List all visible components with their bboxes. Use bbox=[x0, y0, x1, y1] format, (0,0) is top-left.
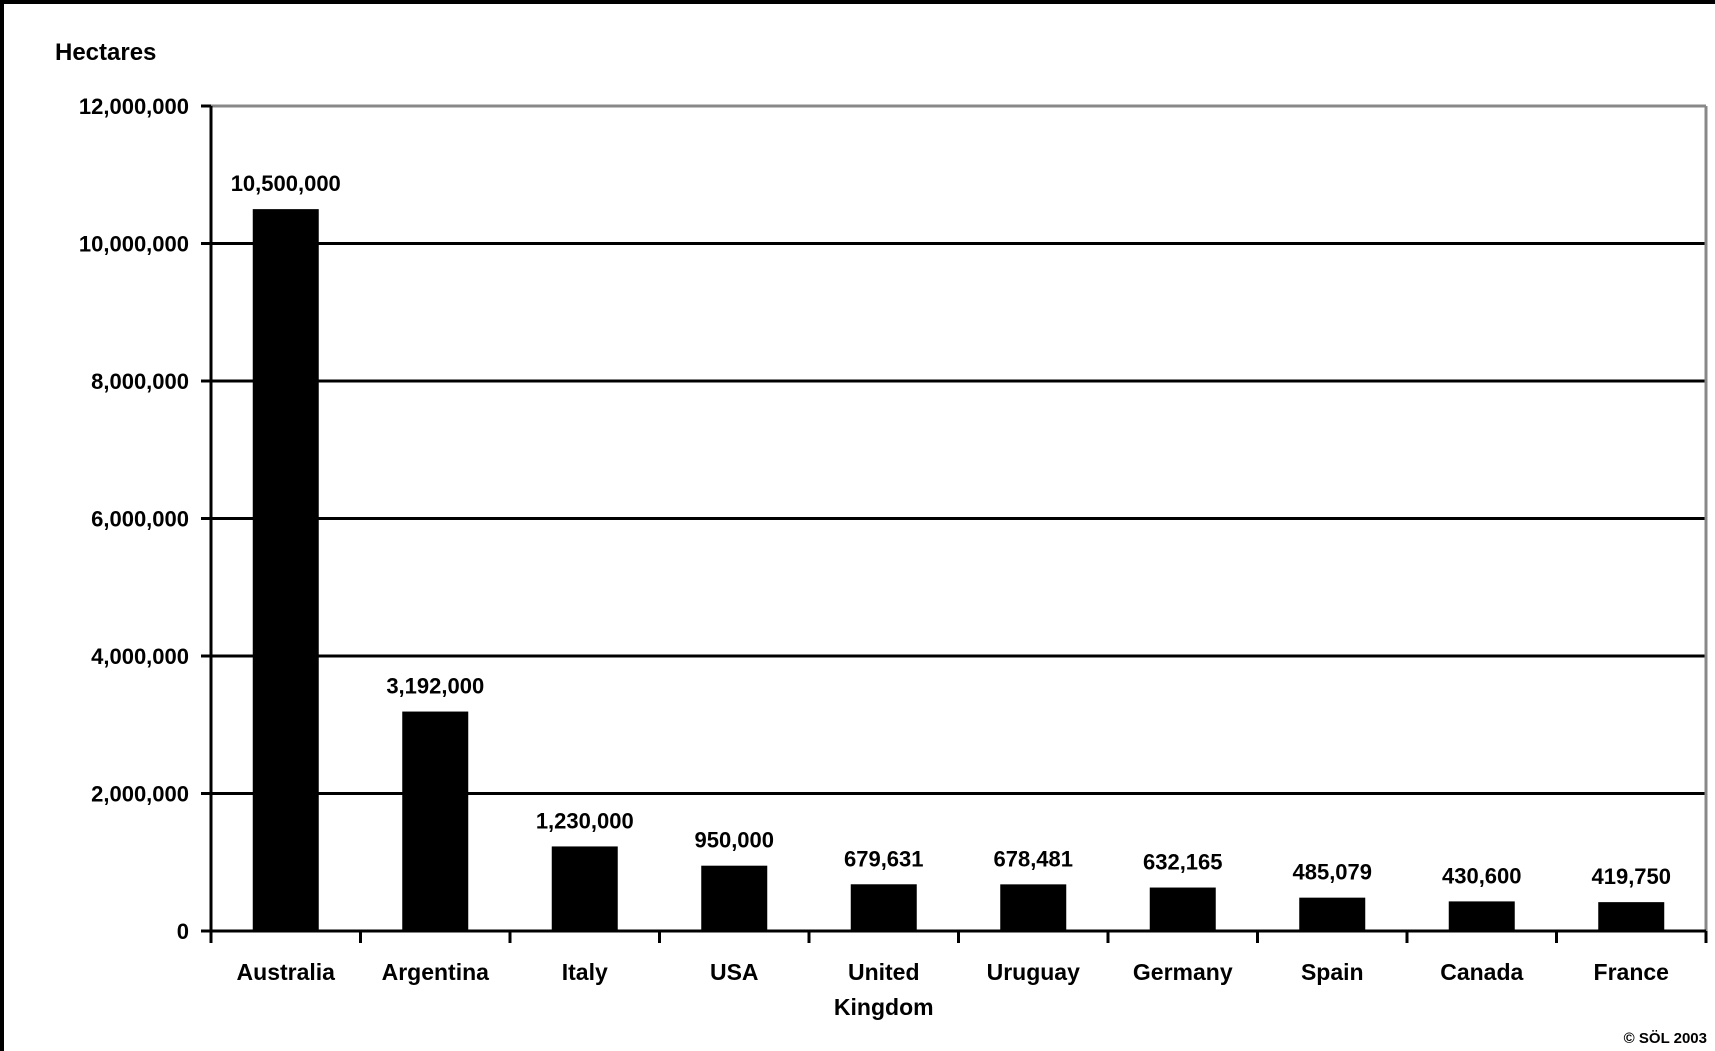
y-tick-label: 8,000,000 bbox=[91, 369, 189, 394]
data-label: 632,165 bbox=[1143, 850, 1223, 875]
data-label: 678,481 bbox=[993, 846, 1073, 871]
x-tick-label: Italy bbox=[562, 959, 608, 985]
gridlines bbox=[211, 244, 1706, 794]
data-label: 485,079 bbox=[1292, 860, 1372, 885]
x-tick-label: Australia bbox=[237, 959, 336, 985]
x-tick-label: Germany bbox=[1133, 959, 1233, 985]
bar bbox=[253, 209, 319, 931]
bar bbox=[701, 866, 767, 931]
data-label: 3,192,000 bbox=[386, 674, 484, 699]
bar bbox=[1598, 902, 1664, 931]
y-tick-label: 6,000,000 bbox=[91, 507, 189, 532]
y-tick-label: 12,000,000 bbox=[79, 94, 189, 119]
data-label: 679,631 bbox=[844, 846, 924, 871]
x-axis-ticks: Australia Argentina Italy USA United Kingdom U… bbox=[211, 931, 1706, 1020]
y-axis-title: Hectares bbox=[55, 39, 156, 66]
x-tick-label: Argentina bbox=[382, 959, 490, 985]
data-label: 430,600 bbox=[1442, 863, 1522, 888]
bar bbox=[1449, 901, 1515, 931]
data-label: 950,000 bbox=[694, 828, 774, 853]
bar bbox=[552, 846, 618, 931]
x-tick-label: USA bbox=[710, 959, 759, 985]
y-tick-label: 4,000,000 bbox=[91, 644, 189, 669]
data-label: 10,500,000 bbox=[231, 171, 341, 196]
y-tick-label: 10,000,000 bbox=[79, 232, 189, 257]
bar bbox=[1000, 884, 1066, 931]
x-tick-label: Uruguay bbox=[987, 959, 1081, 985]
y-axis-ticks: 0 2,000,000 4,000,000 6,000,000 8,000,000 10,… bbox=[79, 94, 211, 944]
x-tick-label: Spain bbox=[1301, 959, 1364, 985]
bar bbox=[1150, 888, 1216, 931]
bars: 10,500,000 3,192,000 1,230,000 950,000 679,6… bbox=[231, 171, 1671, 931]
bar bbox=[851, 884, 917, 931]
x-tick-label: United Kingdom bbox=[834, 959, 934, 1020]
data-label: 1,230,000 bbox=[536, 808, 634, 833]
y-tick-label: 2,000,000 bbox=[91, 782, 189, 807]
y-tick-label: 0 bbox=[177, 919, 189, 944]
bar bbox=[402, 712, 468, 931]
bar bbox=[1299, 898, 1365, 931]
x-tick-label: France bbox=[1594, 959, 1669, 985]
data-label: 419,750 bbox=[1591, 864, 1671, 889]
copyright-annotation: © SÖL 2003 bbox=[1624, 1030, 1707, 1047]
x-tick-label: Canada bbox=[1440, 959, 1523, 985]
